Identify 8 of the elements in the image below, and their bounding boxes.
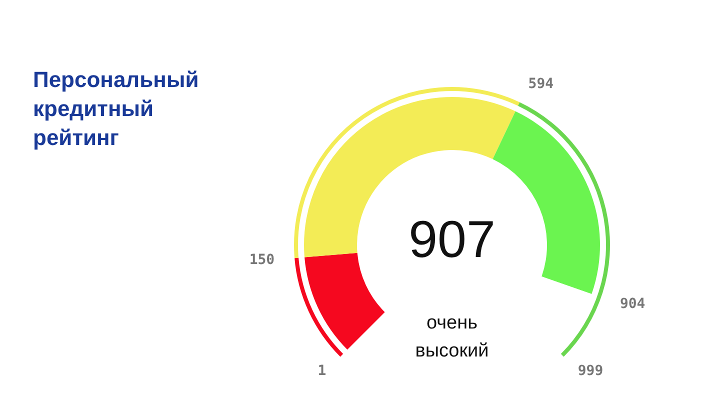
text: 594 [528,76,554,92]
text: 907 [408,211,496,269]
text: 150 [249,252,275,268]
text: Персональный кредитный рейтинг [33,67,199,150]
text: 999 [578,362,604,379]
text: 1 [318,362,326,379]
text: 904 [620,296,646,312]
text: очень высокий [415,312,489,362]
